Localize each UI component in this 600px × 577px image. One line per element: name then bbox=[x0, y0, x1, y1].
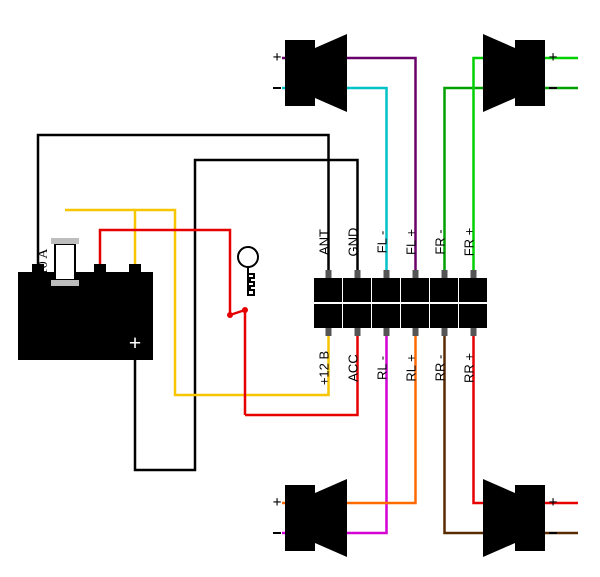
svg-text:FL +: FL + bbox=[404, 229, 419, 255]
svg-text:RR +: RR + bbox=[462, 353, 477, 383]
speaker-fr: + bbox=[483, 34, 558, 112]
svg-text:ACC: ACC bbox=[346, 354, 361, 381]
svg-text:GND: GND bbox=[346, 228, 361, 257]
svg-text:+12 B: +12 B bbox=[317, 351, 332, 385]
svg-text:RL +: RL + bbox=[404, 354, 419, 381]
ignition-key-icon bbox=[238, 247, 258, 295]
speaker-rl: + bbox=[272, 479, 347, 557]
speaker-fl: + bbox=[272, 34, 347, 112]
svg-text:FR -: FR - bbox=[433, 229, 448, 254]
svg-text:RL -: RL - bbox=[375, 356, 390, 380]
svg-text:10 A: 10 A bbox=[36, 248, 51, 276]
battery: +10 A bbox=[18, 238, 153, 360]
svg-text:ANT: ANT bbox=[317, 229, 332, 255]
connector: ANT GND FL - FL + FR - FR + +12 B ACC RL - RL + RR… bbox=[314, 228, 487, 386]
svg-text:+: + bbox=[129, 330, 142, 355]
svg-text:RR -: RR - bbox=[433, 355, 448, 382]
speaker-rr: + bbox=[483, 479, 558, 557]
wiring-diagram: +10 A ANT GND FL - FL + FR - FR + +12 B ACC RL - R… bbox=[0, 0, 600, 577]
svg-text:FL -: FL - bbox=[375, 231, 390, 254]
svg-text:+: + bbox=[272, 49, 281, 66]
svg-text:+: + bbox=[548, 49, 557, 66]
svg-text:FR +: FR + bbox=[462, 228, 477, 257]
svg-text:+: + bbox=[272, 494, 281, 511]
svg-text:+: + bbox=[548, 494, 557, 511]
